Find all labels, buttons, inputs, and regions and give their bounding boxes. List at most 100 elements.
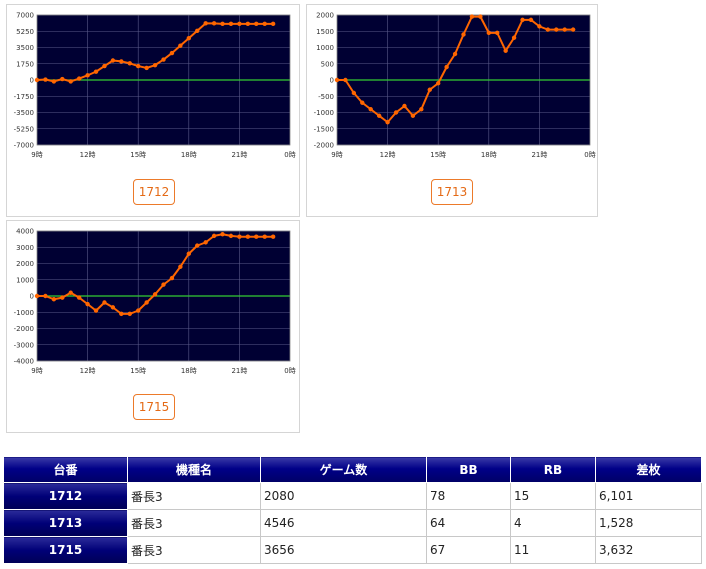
data-point — [136, 308, 141, 313]
data-point — [161, 57, 166, 62]
machine-button-1712[interactable]: 1712 — [133, 179, 175, 205]
y-tick-label: -1750 — [14, 93, 34, 101]
data-point — [495, 30, 500, 36]
header-diff: 差枚 — [595, 456, 702, 483]
data-point — [262, 234, 267, 239]
data-point — [228, 21, 234, 27]
data-point — [444, 64, 449, 70]
data-point — [51, 297, 57, 302]
data-point — [376, 113, 382, 118]
y-tick-label: -1000 — [314, 109, 334, 117]
y-tick-label: -1000 — [14, 309, 34, 317]
x-tick-label: 12時 — [80, 367, 96, 375]
table-row: 1715 番長3 3656 67 11 3,632 — [3, 536, 702, 564]
data-point — [427, 87, 432, 92]
header-rb: RB — [510, 456, 596, 483]
data-point — [254, 21, 259, 27]
cell-rb: 4 — [510, 509, 596, 537]
cell-machine-number[interactable]: 1715 — [3, 536, 128, 564]
data-point — [254, 234, 259, 239]
data-point — [554, 27, 559, 32]
y-tick-label: -500 — [318, 93, 334, 101]
x-tick-label: 21時 — [231, 151, 247, 159]
data-point — [262, 21, 267, 27]
cell-game-count: 4546 — [260, 509, 427, 537]
data-point — [85, 301, 90, 307]
data-point — [237, 234, 242, 239]
data-point — [60, 295, 65, 300]
cell-bb: 67 — [426, 536, 511, 564]
y-tick-label: 7000 — [16, 12, 34, 20]
cell-bb: 64 — [426, 509, 511, 537]
y-tick-label: 1500 — [316, 28, 334, 36]
header-machine-number: 台番 — [3, 456, 128, 483]
x-tick-label: 12時 — [80, 151, 96, 159]
data-point — [220, 232, 225, 237]
data-point — [245, 234, 251, 239]
cell-machine-number[interactable]: 1712 — [3, 482, 128, 510]
machine-button-1713[interactable]: 1713 — [431, 179, 473, 205]
data-point — [127, 311, 132, 317]
cell-model-name: 番長3 — [127, 536, 261, 564]
header-model-name: 機種名 — [127, 456, 261, 483]
table-row: 1713 番長3 4546 64 4 1,528 — [3, 509, 702, 537]
data-point — [127, 61, 132, 66]
data-point — [385, 120, 390, 125]
data-point — [110, 305, 116, 310]
y-tick-label: 0 — [30, 293, 34, 301]
data-point — [419, 107, 424, 112]
data-point — [410, 113, 416, 118]
data-point — [570, 27, 576, 32]
data-point — [360, 100, 365, 105]
cell-machine-number[interactable]: 1713 — [3, 509, 128, 537]
data-point — [34, 77, 40, 83]
machine-button-1715[interactable]: 1715 — [133, 394, 175, 420]
x-tick-label: 18時 — [181, 151, 197, 159]
data-point — [478, 14, 483, 19]
x-tick-label: 12時 — [380, 151, 396, 159]
data-point — [203, 21, 208, 26]
y-tick-label: -2000 — [14, 325, 34, 333]
data-point — [334, 77, 340, 83]
data-point — [178, 264, 183, 269]
y-tick-label: 0 — [30, 77, 34, 85]
data-point — [43, 293, 48, 299]
header-game-count: ゲーム数 — [260, 456, 427, 483]
y-tick-label: 0 — [330, 77, 334, 85]
x-tick-label: 18時 — [181, 367, 197, 375]
x-tick-label: 15時 — [130, 151, 146, 159]
y-tick-label: 5250 — [16, 28, 34, 36]
data-point — [393, 110, 399, 115]
chart-card-1712: 7000 5250 3500 1750 0 -1750 -3500 -5250 -7000 9時 1… — [6, 4, 300, 217]
data-point — [102, 300, 107, 305]
data-point — [545, 27, 551, 32]
data-point — [503, 48, 508, 53]
data-point — [528, 17, 534, 23]
data-point — [110, 58, 116, 63]
data-point — [178, 43, 183, 48]
data-point — [169, 50, 175, 56]
cell-bb: 78 — [426, 482, 511, 510]
data-point — [211, 233, 217, 239]
data-point — [186, 251, 191, 256]
x-tick-label: 15時 — [430, 151, 446, 159]
data-point — [152, 292, 158, 297]
x-tick-label: 21時 — [531, 151, 547, 159]
data-point — [562, 27, 567, 32]
y-tick-label: 4000 — [16, 228, 34, 236]
cell-model-name: 番長3 — [127, 482, 261, 510]
cell-rb: 11 — [510, 536, 596, 564]
y-tick-label: 1000 — [316, 44, 334, 52]
data-point — [144, 300, 149, 305]
x-tick-label: 18時 — [481, 151, 497, 159]
data-point — [119, 59, 124, 64]
summary-table: 台番 機種名 ゲーム数 BB RB 差枚 1712 番長3 2080 78 15… — [3, 456, 702, 564]
x-tick-label: 15時 — [130, 367, 146, 375]
data-point — [511, 35, 517, 40]
cell-diff: 6,101 — [595, 482, 702, 510]
data-point — [452, 51, 458, 57]
data-point — [169, 275, 175, 281]
data-point — [402, 103, 407, 109]
